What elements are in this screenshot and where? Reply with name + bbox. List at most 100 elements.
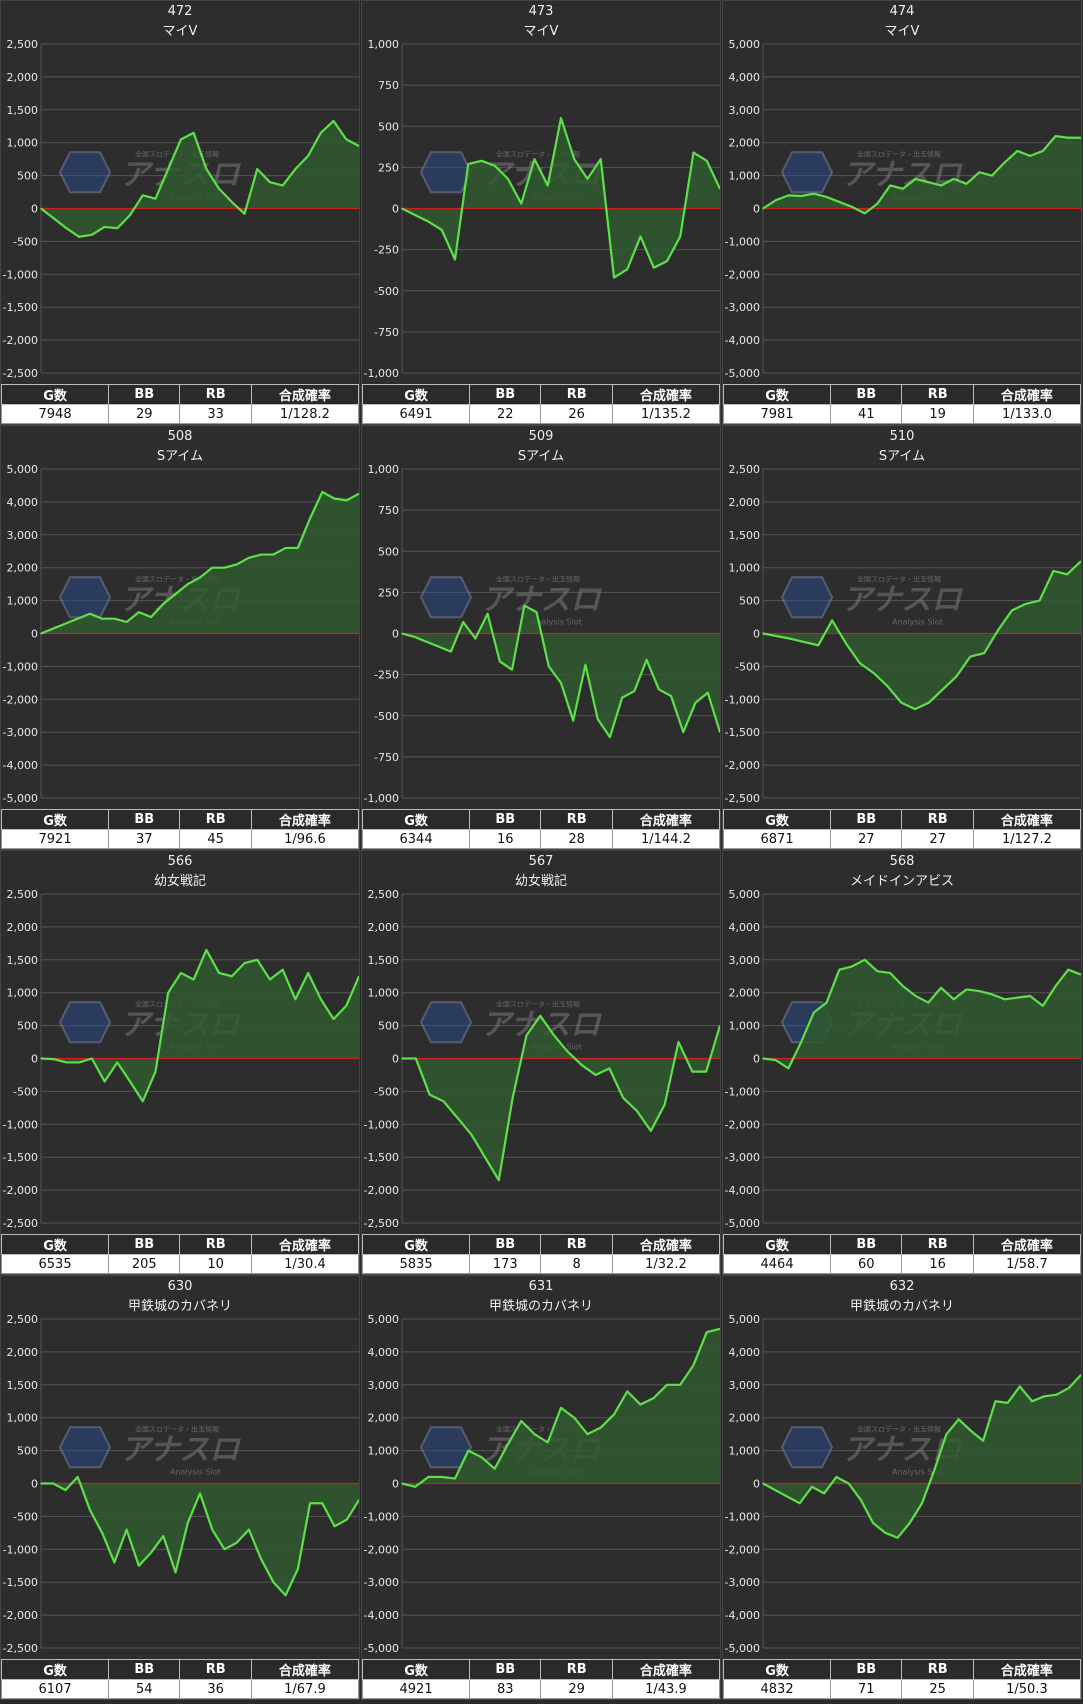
data-point: [679, 235, 682, 238]
area-fill: [41, 949, 359, 1102]
line-chart: 2,500 2,000 1,500 1,000 500 0 -500 -1,000 -1,500…: [3, 1313, 359, 1655]
chart-panel: 472 マイV 2,500 2,000 1,500 1,000 500 0 -500 -1,000…: [0, 0, 360, 425]
data-point: [345, 1518, 348, 1521]
data-point: [243, 212, 246, 215]
machine-number: 509: [528, 429, 554, 444]
data-point: [199, 1492, 201, 1495]
data-point: [345, 138, 348, 141]
data-point: [900, 701, 903, 704]
data-point: [101, 617, 103, 620]
data-point: [470, 1133, 472, 1135]
stats-value: 19: [901, 404, 974, 424]
data-point: [272, 553, 275, 556]
y-tick-label: -750: [374, 751, 399, 764]
y-tick-label: 5,000: [729, 38, 761, 51]
data-point: [64, 1489, 67, 1491]
y-tick-label: 1,000: [7, 137, 39, 150]
stats-value: 7948: [1, 404, 110, 424]
stats-value: 6107: [1, 1679, 110, 1699]
data-point: [294, 168, 297, 170]
data-point: [231, 975, 233, 978]
data-point: [223, 1548, 226, 1551]
data-point: [235, 563, 238, 566]
y-tick-label: 500: [378, 545, 399, 558]
data-point: [467, 163, 470, 165]
y-tick-label: 0: [753, 628, 760, 641]
y-tick-label: -1,000: [364, 1510, 399, 1523]
data-point: [40, 1482, 42, 1485]
data-point: [525, 1034, 528, 1037]
stats-table: G数 BB RB 合成確率 7981 41 19 1/133.0: [723, 384, 1081, 424]
data-point: [1055, 1393, 1058, 1396]
machine-number: 568: [889, 854, 915, 869]
data-point: [594, 1074, 597, 1076]
machine-name: マイV: [884, 24, 920, 39]
data-point: [811, 1485, 813, 1488]
y-tick-label: 2,500: [729, 463, 761, 476]
data-point: [553, 1034, 555, 1037]
data-point: [309, 1502, 311, 1505]
data-point: [91, 234, 93, 236]
data-point: [1031, 1400, 1033, 1403]
data-point: [851, 965, 853, 968]
data-point: [520, 202, 523, 205]
data-point: [256, 959, 259, 961]
stats-value: 1/135.2: [611, 404, 720, 424]
data-point: [705, 1331, 708, 1333]
stats-table: G数 BB RB 合成確率 6107 54 36 1/67.9: [1, 1659, 359, 1699]
data-point: [89, 612, 91, 615]
y-tick-label: -3,000: [725, 301, 760, 314]
data-point: [180, 972, 182, 974]
chart-panel: 509 Sアイム 1,000 750 500 250 0 -250 -500 -750 -1,000…: [361, 425, 721, 850]
stats-header: G数: [723, 1234, 832, 1255]
stats-value: 1/127.2: [972, 829, 1081, 849]
y-tick-label: -1,000: [3, 1118, 38, 1131]
data-point: [113, 617, 116, 620]
y-tick-label: -750: [374, 326, 399, 339]
y-tick-label: -1,000: [364, 367, 399, 380]
data-point: [705, 1070, 707, 1073]
data-point: [706, 691, 709, 694]
data-point: [284, 1594, 287, 1597]
area-fill: [763, 136, 1081, 214]
data-point: [480, 159, 483, 162]
stats-header: G数: [1, 1234, 110, 1255]
data-point: [941, 688, 944, 691]
y-tick-label: -500: [735, 660, 760, 673]
data-point: [401, 207, 403, 210]
stats-value: 1/144.2: [611, 829, 720, 849]
y-tick-label: 0: [753, 1478, 760, 1491]
y-tick-label: -4,000: [725, 334, 760, 347]
machine-name: マイV: [523, 24, 559, 39]
chart-panel: 474 マイV 5,000 4,000 3,000 2,000 1,000 0 -1,000 -2…: [722, 0, 1082, 425]
stats-header: G数: [723, 1659, 832, 1680]
data-point: [1052, 570, 1055, 572]
data-point: [902, 985, 904, 987]
data-point: [235, 1541, 238, 1544]
stats-header: BB: [469, 809, 542, 830]
stats-value: 6491: [362, 404, 471, 424]
data-point: [762, 1057, 764, 1060]
chart-panel: 473マイV1,0007505002500-250-500-750-1,000ア…: [361, 0, 721, 425]
chart-panel: 566 幼女戦記 2,500 2,000 1,500 1,000 500 0 -500 -1,00…: [0, 850, 360, 1275]
data-point: [332, 120, 335, 122]
series-line: [40, 119, 359, 238]
data-point: [467, 1449, 470, 1452]
line-chart: 1,0007505002500-250-500-750-1,000アナスロAna…: [364, 38, 720, 380]
logo-toptext: 全国スロデータ・出玉情報: [496, 1424, 580, 1433]
data-point: [560, 117, 562, 119]
data-point: [914, 708, 916, 710]
data-point: [626, 268, 629, 271]
series-line: [762, 135, 1081, 215]
data-point: [180, 138, 182, 141]
line-chart: 2,500 2,000 1,500 1,000 500 0 -500 -1,000 -1,500…: [364, 888, 720, 1230]
data-point: [297, 547, 299, 549]
line-chart: 2,500 2,000 1,500 1,000 500 0 -500 -1,000 -1,500…: [725, 463, 1081, 805]
data-point: [572, 719, 575, 722]
data-point: [1067, 1387, 1070, 1389]
stats-value: 27: [830, 829, 903, 849]
y-tick-label: 250: [378, 161, 399, 174]
data-point: [547, 665, 550, 668]
data-point: [994, 1400, 997, 1403]
stats-header: 合成確率: [250, 384, 359, 405]
